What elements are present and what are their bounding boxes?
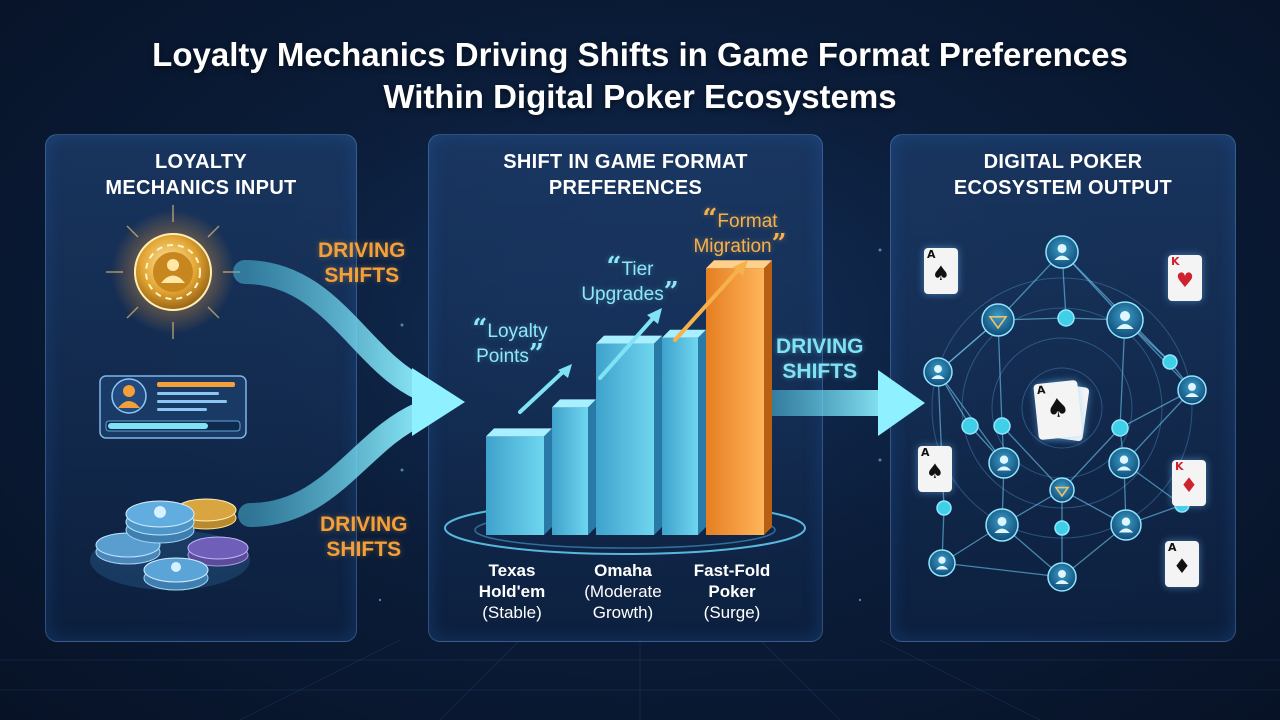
category-omaha: Omaha (Moderate Growth) xyxy=(584,561,662,622)
driving-shifts-label-lower: DRIVING SHIFTS xyxy=(320,513,408,561)
output-arrow-head xyxy=(878,370,925,436)
network-node-icon xyxy=(1057,309,1075,327)
network-node-icon xyxy=(1162,354,1178,370)
user-node-icon xyxy=(1045,235,1079,269)
input-panel-title-line-1: LOYALTY xyxy=(154,151,248,173)
playing-card-icon: A ♠ xyxy=(924,248,958,294)
input-panel-title-line-2: MECHANICS INPUT xyxy=(105,177,297,199)
playing-card-icon: K ♥ xyxy=(1168,255,1202,301)
output-panel-title-line-1: DIGITAL POKER xyxy=(983,151,1143,173)
user-node-icon xyxy=(985,508,1019,542)
driving-shifts-label-middle: DRIVING SHIFTS xyxy=(776,335,864,383)
user-node-icon xyxy=(928,549,956,577)
driving-shifts-label-upper: DRIVING SHIFTS xyxy=(318,239,406,287)
playing-card-icon: A ♦ xyxy=(1165,541,1199,587)
network-node-icon xyxy=(1111,419,1129,437)
input-panel-title: LOYALTY MECHANICS INPUT xyxy=(46,149,356,201)
format-bars xyxy=(486,260,772,535)
network-graph xyxy=(923,235,1207,592)
format-migration-callout: “Format Migration” xyxy=(693,204,787,259)
user-node-icon xyxy=(1106,301,1144,339)
page-title: Loyalty Mechanics Driving Shifts in Game… xyxy=(0,34,1280,118)
user-node-icon xyxy=(1108,447,1140,479)
user-node-icon xyxy=(1110,509,1142,541)
output-panel-title: DIGITAL POKER ECOSYSTEM OUTPUT xyxy=(891,149,1235,201)
output-arrow-shaft xyxy=(765,390,885,416)
output-panel-title-line-2: ECOSYSTEM OUTPUT xyxy=(953,177,1173,199)
user-node-icon xyxy=(923,357,953,387)
network-node-icon xyxy=(1054,520,1070,536)
format-bar xyxy=(596,335,662,535)
shift-panel-title-line-2: PREFERENCES xyxy=(548,177,703,199)
network-node-icon xyxy=(993,417,1011,435)
shift-panel-title: SHIFT IN GAME FORMAT PREFERENCES xyxy=(429,149,822,201)
user-node-icon xyxy=(1047,562,1077,592)
format-bar xyxy=(486,428,552,535)
playing-card-icon: K ♦ xyxy=(1172,460,1206,506)
gold-chip-icon xyxy=(106,205,240,339)
chip-stack-icon xyxy=(90,498,250,591)
title-line-2: Within Digital Poker Ecosystems xyxy=(383,78,897,115)
category-fast-fold-poker: Fast-Fold Poker (Surge) xyxy=(693,561,771,622)
user-node-icon xyxy=(988,447,1020,479)
network-node-icon xyxy=(981,303,1015,337)
user-node-icon xyxy=(1177,375,1207,405)
network-node-icon xyxy=(936,500,952,516)
trend-arrows xyxy=(518,260,748,414)
format-bar xyxy=(662,329,706,535)
format-bar xyxy=(552,399,596,535)
playing-card-icon: A ♠ xyxy=(918,446,952,492)
input-arrow-head xyxy=(412,368,465,436)
shift-panel-title-line-1: SHIFT IN GAME FORMAT xyxy=(503,151,748,173)
loyalty-points-callout: “Loyalty Points” xyxy=(472,314,548,369)
tier-upgrades-callout: “Tier Upgrades” xyxy=(581,252,679,307)
network-node-icon xyxy=(1049,477,1075,503)
format-bar xyxy=(706,260,772,535)
input-flow-arrows xyxy=(233,260,432,527)
network-node-icon xyxy=(961,417,979,435)
player-profile-card-icon xyxy=(99,375,247,439)
center-playing-card-icon: A ♠ xyxy=(1033,379,1083,441)
category-texas-holdem: Texas Hold'em (Stable) xyxy=(478,561,546,622)
title-line-1: Loyalty Mechanics Driving Shifts in Game… xyxy=(152,36,1128,73)
